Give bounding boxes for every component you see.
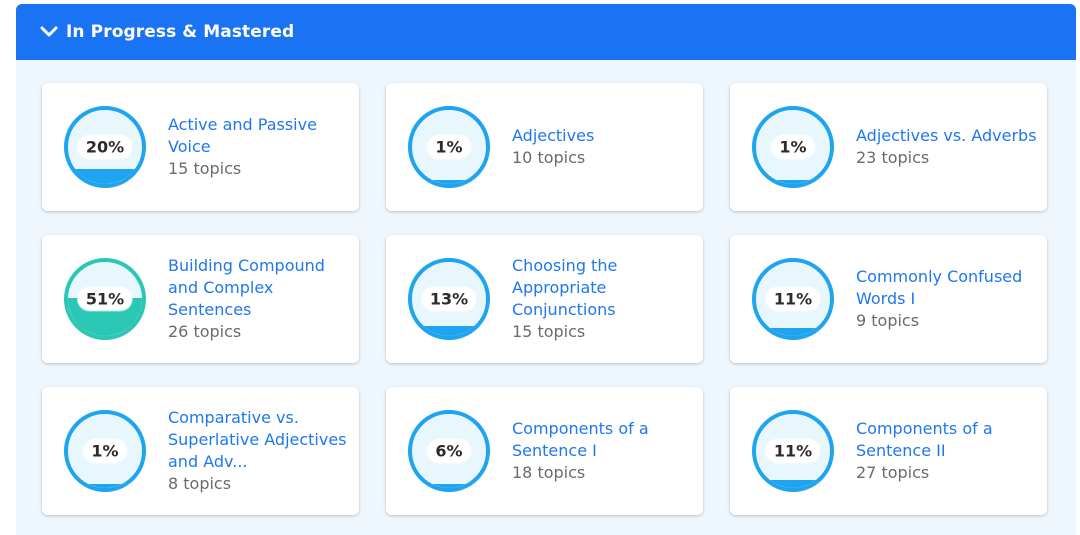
progress-percent: 6% — [427, 439, 471, 463]
topic-count: 23 topics — [856, 148, 930, 167]
progress-fill — [68, 169, 142, 184]
progress-ring: 20% — [64, 106, 146, 188]
progress-fill — [412, 326, 486, 336]
progress-percent: 51% — [77, 287, 133, 311]
topic-count: 26 topics — [168, 322, 242, 341]
progress-ring: 1% — [408, 106, 490, 188]
skill-title-link[interactable]: Choosing the Appropriate Conjunctions — [512, 256, 618, 319]
chevron-down-icon — [38, 21, 60, 43]
topic-count: 15 topics — [168, 159, 242, 178]
topic-count: 9 topics — [856, 311, 920, 330]
topic-count: 15 topics — [512, 322, 586, 341]
skill-card[interactable]: 51% Building Compound and Complex Senten… — [42, 235, 359, 363]
skill-title-link[interactable]: Commonly Confused Words I — [856, 267, 1023, 308]
progress-panel: In Progress & Mastered 20% Active and Pa… — [16, 4, 1076, 535]
progress-percent: 1% — [427, 135, 471, 159]
progress-ring: 11% — [752, 410, 834, 492]
skill-title-link[interactable]: Components of a Sentence II — [856, 419, 993, 460]
skill-title-link[interactable]: Active and Passive Voice — [168, 115, 317, 156]
progress-percent: 1% — [83, 439, 127, 463]
progress-fill — [412, 179, 486, 184]
skill-card-grid: 20% Active and Passive Voice 15 topics 1%… — [42, 83, 1047, 515]
topic-count: 18 topics — [512, 463, 586, 482]
progress-fill — [756, 179, 830, 184]
progress-percent: 20% — [77, 135, 133, 159]
skill-card[interactable]: 1% Comparative vs. Superlative Adjective… — [42, 387, 359, 515]
skill-card[interactable]: 6% Components of a Sentence I 18 topics — [386, 387, 703, 515]
progress-fill — [412, 483, 486, 488]
skill-card[interactable]: 20% Active and Passive Voice 15 topics — [42, 83, 359, 211]
progress-ring: 1% — [752, 106, 834, 188]
progress-percent: 13% — [421, 287, 477, 311]
section-header-toggle[interactable]: In Progress & Mastered — [16, 4, 1076, 60]
skill-card[interactable]: 13% Choosing the Appropriate Conjunction… — [386, 235, 703, 363]
progress-fill — [756, 479, 830, 488]
skill-title-link[interactable]: Adjectives vs. Adverbs — [856, 126, 1037, 145]
topic-count: 27 topics — [856, 463, 930, 482]
progress-ring: 6% — [408, 410, 490, 492]
progress-percent: 11% — [765, 287, 821, 311]
progress-percent: 11% — [765, 439, 821, 463]
skill-title-link[interactable]: Adjectives — [512, 126, 595, 145]
skill-title-link[interactable]: Building Compound and Complex Sentences — [168, 256, 325, 319]
progress-ring: 1% — [64, 410, 146, 492]
progress-ring: 51% — [64, 258, 146, 340]
progress-ring: 13% — [408, 258, 490, 340]
skill-card[interactable]: 11% Components of a Sentence II 27 topics — [730, 387, 1047, 515]
progress-fill — [756, 327, 830, 336]
skill-title-link[interactable]: Components of a Sentence I — [512, 419, 649, 460]
topic-count: 8 topics — [168, 474, 232, 493]
skill-title-link[interactable]: Comparative vs. Superlative Adjectives a… — [168, 408, 347, 471]
progress-percent: 1% — [771, 135, 815, 159]
skill-card[interactable]: 1% Adjectives 10 topics — [386, 83, 703, 211]
progress-ring: 11% — [752, 258, 834, 340]
progress-fill — [68, 483, 142, 488]
topic-count: 10 topics — [512, 148, 586, 167]
skill-card[interactable]: 1% Adjectives vs. Adverbs 23 topics — [730, 83, 1047, 211]
section-title: In Progress & Mastered — [66, 22, 295, 42]
skill-card[interactable]: 11% Commonly Confused Words I 9 topics — [730, 235, 1047, 363]
